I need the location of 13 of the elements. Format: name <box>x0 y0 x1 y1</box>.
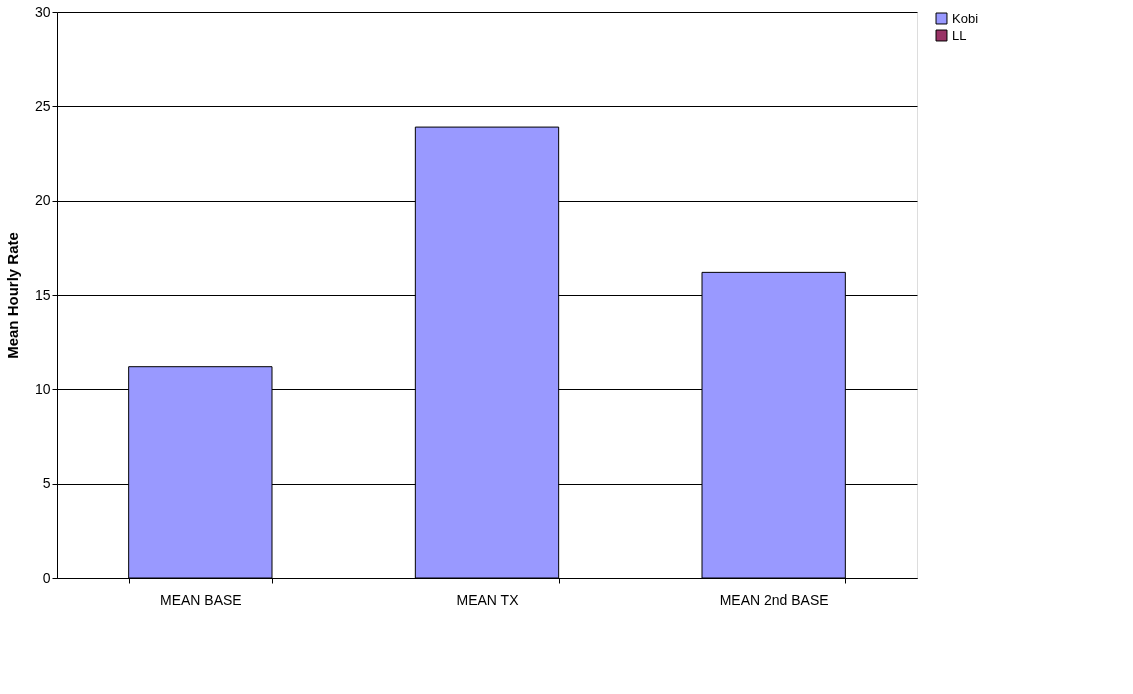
legend-label: Kobi <box>952 10 979 26</box>
y-tick-label: 30 <box>34 3 51 20</box>
x-tick-label: MEAN BASE <box>159 591 242 608</box>
legend-label: LL <box>952 27 967 43</box>
y-tick-label: 0 <box>42 569 51 586</box>
y-axis-title: Mean Hourly Rate <box>3 232 21 359</box>
y-tick-label: 20 <box>34 192 51 209</box>
y-tick-label: 15 <box>34 286 51 303</box>
x-tick-label: MEAN 2nd BASE <box>719 591 829 608</box>
y-tick-label: 5 <box>42 475 51 492</box>
x-tick-label: MEAN TX <box>456 591 520 608</box>
y-tick-label: 10 <box>34 380 51 397</box>
y-tick-label: 25 <box>34 97 51 114</box>
